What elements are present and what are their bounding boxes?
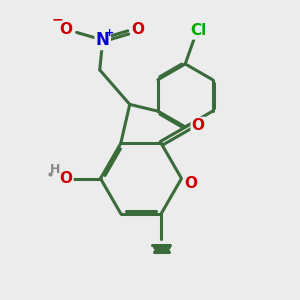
Text: −: − [51, 13, 63, 27]
Text: H: H [50, 163, 60, 176]
Text: N: N [96, 31, 110, 49]
Text: O: O [192, 118, 205, 133]
Text: O: O [184, 176, 197, 190]
Text: +: + [105, 28, 114, 38]
Text: O: O [132, 22, 145, 37]
Text: Cl: Cl [190, 23, 207, 38]
Text: O: O [59, 171, 73, 186]
Text: O: O [59, 22, 72, 37]
